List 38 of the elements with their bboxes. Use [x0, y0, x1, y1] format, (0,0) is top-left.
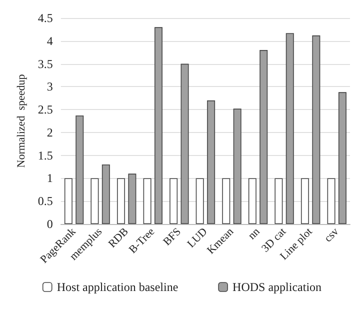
bar — [90, 178, 99, 224]
bar — [76, 116, 84, 224]
bar — [222, 178, 230, 224]
legend-label: Host application baseline — [56, 280, 178, 294]
y-tick-label: 4.5 — [38, 11, 53, 25]
x-tick-label: csv — [322, 225, 342, 245]
bar — [143, 178, 152, 224]
y-tick-label: 3.5 — [38, 56, 53, 71]
bar — [170, 178, 178, 224]
legend-label: HODS application — [232, 280, 322, 294]
y-tick-label: 3 — [46, 80, 53, 94]
bar — [312, 35, 320, 224]
bar — [248, 178, 256, 224]
y-tick-label: 2.5 — [38, 102, 53, 117]
y-tick-label: 1.5 — [38, 148, 53, 162]
bar — [274, 178, 283, 224]
y-tick-label: 2 — [46, 125, 53, 140]
bar — [196, 178, 204, 224]
y-tick-label: 1 — [46, 171, 53, 186]
bar — [300, 178, 309, 224]
bar — [180, 64, 189, 224]
bar — [260, 50, 268, 224]
bar — [338, 92, 346, 224]
bar — [102, 164, 110, 224]
y-tick-label: 0 — [46, 217, 53, 231]
bar — [233, 108, 242, 224]
bar — [154, 27, 162, 224]
x-tick-label: nn — [246, 225, 263, 242]
bar — [286, 33, 294, 224]
bar — [117, 178, 126, 224]
bar — [327, 178, 336, 224]
bar — [64, 178, 72, 224]
bar — [128, 174, 136, 224]
x-tick-label: BFS — [161, 226, 184, 248]
y-tick-label: 4 — [46, 34, 53, 48]
y-tick-label: 0.5 — [38, 194, 53, 208]
bar — [207, 100, 216, 224]
y-axis-title: Normalized speedup — [16, 74, 28, 168]
